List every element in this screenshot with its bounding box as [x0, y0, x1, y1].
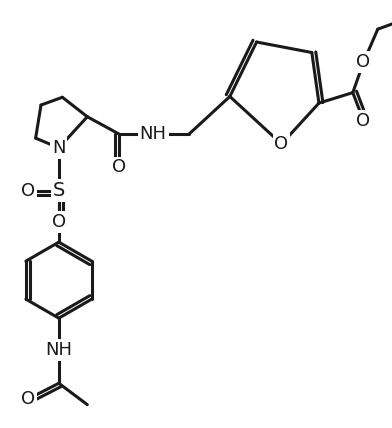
Text: O: O	[52, 213, 66, 231]
Text: NH: NH	[45, 341, 72, 359]
Text: O: O	[356, 112, 370, 130]
Text: NH: NH	[140, 125, 167, 143]
Text: O: O	[22, 390, 36, 408]
Text: O: O	[356, 53, 370, 71]
Text: O: O	[22, 181, 36, 199]
Text: O: O	[113, 158, 127, 176]
Text: O: O	[274, 135, 289, 153]
Text: N: N	[52, 139, 65, 157]
Text: S: S	[53, 181, 65, 200]
